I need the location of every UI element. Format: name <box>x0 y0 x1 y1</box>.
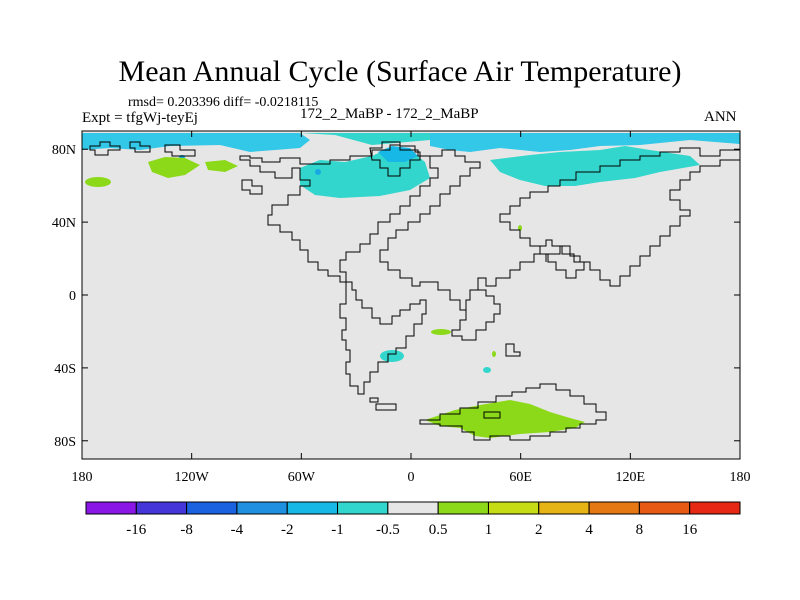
colorbar-swatch <box>337 501 389 515</box>
lon-tick-label: 0 <box>408 470 415 485</box>
colorbar-label: -0.5 <box>376 522 400 538</box>
anomaly-patch-green <box>205 160 238 172</box>
colorbar-swatch <box>186 501 238 515</box>
lon-tick-label: 120W <box>175 470 210 485</box>
lon-tick-label: 60E <box>509 470 532 485</box>
coastline <box>89 141 121 156</box>
coastline <box>505 343 521 357</box>
colorbar-label: 16 <box>682 522 698 538</box>
rmsd-value: 0.203396 <box>167 95 220 110</box>
colorbar-label: 0.5 <box>429 522 448 538</box>
plot-title: Mean Annual Cycle (Surface Air Temperatu… <box>118 55 682 88</box>
anomaly-patch-green <box>492 351 496 357</box>
colorbar-swatch <box>638 501 691 515</box>
lon-tick-label: 180 <box>730 470 751 485</box>
colorbar-label: -2 <box>281 522 294 538</box>
colorbar-label: 4 <box>585 522 593 538</box>
coastline <box>483 411 501 419</box>
anomaly-patch-green <box>431 329 451 335</box>
lat-tick-label: 40N <box>52 216 76 231</box>
anomaly-patch-cyan <box>315 169 321 175</box>
colorbar-swatch <box>387 501 439 515</box>
experiment-label: Expt = tfgWj-teyEj <box>82 110 198 126</box>
season-label: ANN <box>704 109 737 125</box>
colorbar-label: -4 <box>231 522 244 538</box>
coastline <box>241 179 263 195</box>
coastline <box>369 141 421 177</box>
coastline <box>129 141 151 153</box>
colorbar-swatch <box>437 501 489 515</box>
colorbar-swatch <box>538 501 590 515</box>
colorbar-swatch <box>689 501 741 515</box>
lat-tick-label: 80N <box>52 143 76 158</box>
anomaly-patch-cyan <box>380 350 404 362</box>
anomaly-patch-green <box>425 400 585 438</box>
coastline <box>379 147 740 311</box>
coastline <box>375 403 397 411</box>
diff-value: -0.0218115 <box>254 95 319 110</box>
lat-tick-label: 0 <box>69 289 76 304</box>
stats-line: rmsd= 0.203396 diff= -0.0218115 <box>128 95 318 111</box>
colorbar: -16 -8 -4 -2 -1 -0.5 0.5 1 2 4 8 16 <box>85 501 741 538</box>
coastline <box>164 144 196 157</box>
anomaly-patch-green <box>85 177 111 187</box>
colorbar-label: 1 <box>485 522 493 538</box>
colorbar-swatch <box>135 501 188 515</box>
anomaly-patch-cyan <box>430 133 740 152</box>
coastline <box>451 289 501 341</box>
colorbar-swatch <box>588 501 640 515</box>
colorbar-swatch <box>487 501 540 515</box>
anomaly-patch-green <box>148 157 200 178</box>
lon-tick-label: 60W <box>288 470 316 485</box>
coastlines <box>89 141 740 441</box>
anomaly-patch-cyan <box>483 367 491 373</box>
rmsd-label: rmsd= <box>128 95 164 110</box>
colorbar-label: -1 <box>331 522 344 538</box>
coastline <box>239 144 439 283</box>
colorbar-swatch <box>286 501 339 515</box>
coastline <box>419 383 607 441</box>
diff-label: diff= <box>223 95 252 110</box>
coastline <box>369 397 379 403</box>
latitude-axis: 80N 40N 0 40S 80S <box>52 143 740 450</box>
anomaly-patches <box>82 133 740 438</box>
lat-tick-label: 80S <box>54 435 76 450</box>
colorbar-label: -16 <box>126 522 146 538</box>
anomaly-patch-cyan <box>82 133 310 152</box>
coastline <box>539 239 585 279</box>
colorbar-label: 2 <box>535 522 543 538</box>
colorbar-swatch <box>85 501 137 515</box>
colorbar-swatch <box>236 501 288 515</box>
lat-tick-label: 40S <box>54 362 76 377</box>
colorbar-label: 8 <box>636 522 644 538</box>
colorbar-label: -8 <box>180 522 193 538</box>
coastline <box>339 281 427 395</box>
lon-tick-label: 180 <box>72 470 93 485</box>
case-label: 172_2_MaBP - 172_2_MaBP <box>300 106 479 122</box>
longitude-axis: 180 120W 60W 0 60E 120E 180 <box>72 131 751 485</box>
lon-tick-label: 120E <box>616 470 646 485</box>
